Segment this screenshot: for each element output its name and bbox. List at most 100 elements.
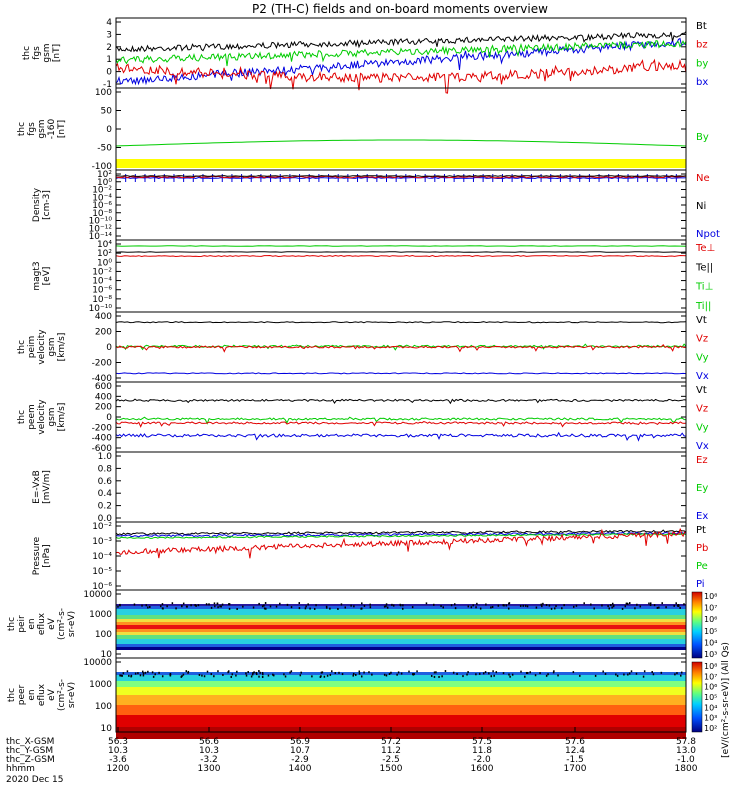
spectrogram-noise [210,606,213,609]
spectrogram-noise [263,604,265,607]
tick-label: 0.6 [98,477,113,487]
spectrogram-noise [253,671,255,674]
x-axis-value: 56.3 [108,737,128,747]
legend-entry: Ne [696,173,710,184]
panel-peirspec: 10000 1000 100 10 thc peir en eflux eV (cm²-s-sr-… [7,589,687,660]
spectrogram-noise [572,605,575,608]
spectrogram-noise [590,603,592,606]
panel-pressure: 10⁻² 10⁻³ 10⁻⁴ 10⁻⁵ 10⁻⁶ Pressure [nPa] Pt Pb Pe P… [32,521,708,592]
yellow-band [116,159,686,168]
spectrogram-noise [320,671,323,674]
spectrogram-noise [452,671,455,674]
x-axis-value: 11.2 [381,746,401,756]
spectrogram-noise [539,672,541,675]
spectrogram-band [116,681,686,687]
x-axis-value: 1200 [107,764,130,774]
spectrogram-noise [230,675,232,678]
spectrogram-noise [217,606,219,609]
colorbar-tick: 10³ [704,714,717,723]
tick-label: -400 [92,434,113,444]
spectrogram-noise [147,606,149,609]
spectrogram-noise [557,674,559,677]
spectrogram-noise [628,672,631,675]
spectrogram-noise [579,674,581,677]
y-axis-label: [nT] [57,120,67,138]
spectrogram-noise [236,670,238,673]
tick-label: 10⁻⁶ [92,286,112,296]
panel-frame [115,657,687,733]
spectrogram-noise [607,605,609,608]
y-axis-label: velocity [37,329,47,365]
spectrogram-noise [467,671,469,674]
spectrogram-noise [141,670,144,673]
tick-label: 10⁻¹⁴ [89,232,113,242]
legend-entry: Vy [696,352,709,363]
spectrogram-noise [255,671,258,674]
spectrogram-noise [258,675,260,678]
spectrogram-noise [334,672,337,675]
spectrogram-noise [267,674,270,677]
spectrogram-noise [399,603,402,606]
spectrogram-noise [264,602,267,605]
spectrogram-noise [505,604,508,607]
x-axis-value: -3.6 [109,755,127,765]
spectrogram-noise [201,674,203,677]
spectrogram-noise [337,607,339,610]
tick-label: 600 [95,382,112,392]
spectrogram-noise [228,603,231,606]
spectrogram-noise [186,605,188,608]
series-npot-line [115,176,687,180]
spectrogram-noise [144,671,147,674]
spectrogram-noise [323,675,326,678]
panel-content [115,31,687,94]
spectrogram-noise [413,673,415,676]
spectrogram-noise [134,672,137,675]
x-axis-value: -1.0 [677,755,695,765]
legend-entry: Bt [696,21,707,32]
legend-entry: Vz [696,334,708,345]
spectrogram-noise [305,605,307,608]
y-axis-label: gsm [47,337,57,356]
spectrogram-noise [490,606,492,609]
spectrogram-noise [621,607,624,610]
tick-label: 10⁻² [92,522,112,532]
tick-label: 400 [95,392,112,402]
spectrogram-noise [610,603,612,606]
spectrogram-noise [383,673,386,676]
spectrogram-noise [548,604,551,607]
spectrogram-noise [462,675,464,678]
spectrogram-noise [673,604,675,607]
spectrogram-noise [242,605,244,608]
spectrogram-noise [511,673,514,676]
spectrogram-noise [440,605,442,608]
spectrogram-noise [602,670,604,673]
y-axis-label: Pressure [32,536,42,575]
spectrogram-noise [529,671,531,674]
spectrogram-noise [648,602,650,605]
spectrogram-noise [508,602,511,605]
spectrogram-noise [470,606,473,609]
x-axis-row-label: hhmm [6,764,35,774]
spectrogram-noise [344,606,347,609]
spectrogram-noise [416,670,418,673]
y-axis-label: thc [7,688,17,702]
spectrogram-noise [563,604,565,607]
colorbar-tick: 10⁵ [704,627,717,636]
spectrogram-noise [329,607,331,610]
spectrogram-noise [623,673,625,676]
spectrogram-noise [309,607,311,610]
spectrogram-noise [247,671,249,674]
spectrogram-noise [166,605,168,608]
y-axis-label: eV [47,617,57,630]
tick-label: 10⁻² [92,267,112,277]
plot-title: P2 (TH-C) fields and on-board moments ov… [252,2,548,16]
spectrogram-noise [444,670,447,673]
spectrogram-noise [290,606,293,609]
tick-label: 10 [101,650,113,660]
spectrogram-noise [561,607,563,610]
x-axis-value: 1700 [564,764,587,774]
spectrogram-noise [222,673,224,676]
